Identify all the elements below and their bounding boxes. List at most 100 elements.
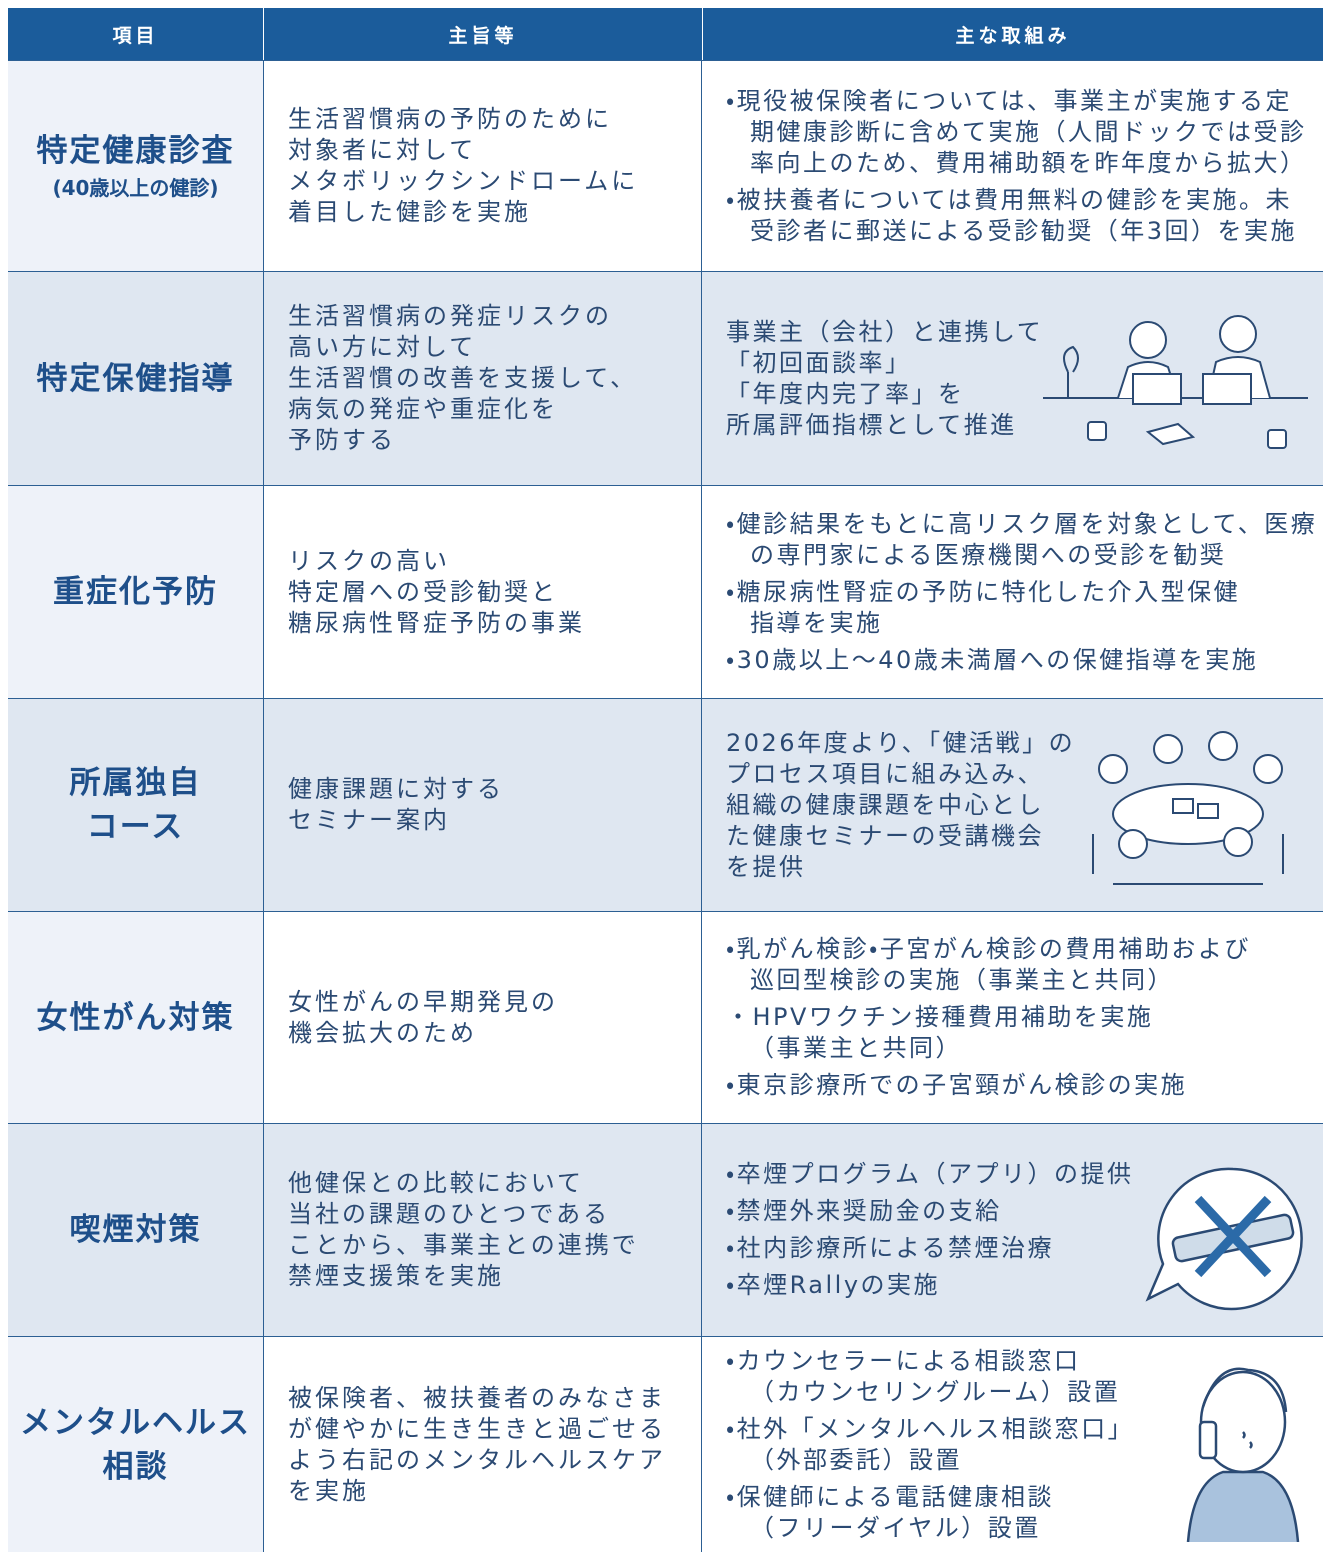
action-line: （カウンセリングルーム）設置: [750, 1377, 1121, 1406]
action-line: 受診者に郵送による受診勧奨（年3回）を実施: [750, 216, 1298, 245]
action-bullet: ・被扶養者については費用無料の健診を実施。未 受診者に郵送による受診勧奨（年3回）…: [726, 185, 1323, 247]
item-text: 女性がん対策: [36, 999, 235, 1036]
table-row: 特定保健指導 生活習慣病の発症リスクの 高い方に対して 生活習慣の改善を支援して、 病気…: [8, 271, 1323, 485]
item-text: メンタルヘルス: [20, 1404, 251, 1441]
item-cell: 重症化予防: [8, 486, 264, 698]
action-line: ・現役被保険者については、事業主が実施する定: [726, 86, 1292, 115]
action-line: ・東京診療所での子宮頸がん検診の実施: [726, 1071, 1188, 1099]
illustration: [1143, 1164, 1323, 1318]
action-bullet: ・卒煙Rallyの実施: [726, 1270, 1323, 1301]
action-line: ・被扶養者については費用無料の健診を実施。未: [726, 185, 1292, 214]
illustration: [1178, 1352, 1308, 1546]
purpose-line: 当社の課題のひとつである: [288, 1200, 611, 1228]
action-line: 2026年度より、「健活戦」の: [726, 728, 1076, 757]
item-text: 特定健康診査: [36, 133, 235, 169]
purpose-line: よう右記のメンタルヘルスケア: [288, 1445, 666, 1474]
item-cell: 特定保健指導: [8, 272, 264, 485]
table-row: 所属独自 コース 健康課題に対する セミナー案内 2026年度より、「健活戦」の プロセス…: [8, 698, 1323, 911]
purpose-line: 禁煙支援策を実施: [288, 1262, 504, 1290]
item-cell: 所属独自 コース: [8, 699, 264, 911]
table-body: 特定健康診査 (40歳以上の健診) 生活習慣病の予防のために 対象者に対して メタボリッ…: [8, 60, 1323, 1552]
item-cell: 特定健康診査 (40歳以上の健診): [8, 61, 264, 271]
action-bullet: ・現役被保険者については、事業主が実施する定 期健康診断に含めて実施（人間ドックで…: [726, 86, 1323, 179]
purpose-line: 着目した健診を実施: [288, 198, 531, 226]
purpose-line: が健やかに生き生きと過ごせる: [288, 1414, 666, 1443]
action-bullet: ・乳がん検診・子宮がん検診の費用補助および巡回型検診の実施（事業主と共同）: [726, 934, 1323, 996]
action-line: 所属評価指標として推進: [726, 410, 1017, 439]
purpose-line: 予防する: [288, 426, 396, 454]
header-cell: 項目: [8, 8, 264, 60]
action-bullet: ・糖尿病性腎症の予防に特化した介入型保健 指導を実施: [726, 577, 1323, 639]
header: 項目 主旨等 主な取組み: [8, 8, 1323, 60]
action-line: ・禁煙外来奨励金の支給: [726, 1197, 1002, 1225]
action-line: （外部委託）設置: [750, 1445, 962, 1474]
illustration: [1073, 724, 1303, 893]
actions-cell: ・乳がん検診・子宮がん検診の費用補助および 巡回型検診の実施（事業主と共同） ・HP…: [702, 912, 1323, 1123]
purpose-cell: 健康課題に対する セミナー案内: [264, 699, 702, 911]
purpose-cell: 生活習慣病の予防のために 対象者に対して メタボリックシンドロームに 着目した健診を実…: [264, 61, 702, 271]
item-cell: 女性がん対策: [8, 912, 264, 1123]
purpose-line: 他健保との比較において: [288, 1169, 585, 1197]
header-cell: 主旨等: [264, 8, 703, 60]
action-line: ・社外「メンタルヘルス相談窓口」: [726, 1414, 1135, 1443]
action-line: の専門家による医療機関への受診を勧奨: [750, 540, 1227, 569]
actions-cell: 事業主（会社）と連携して 「初回面談率」 「年度内完了率」を 所属評価指標として推進: [702, 272, 1323, 485]
actions-cell: ・卒煙プログラム（アプリ）の提供 ・禁煙外来奨励金の支給・社内診療所による禁煙治療…: [702, 1124, 1323, 1336]
table: 項目 主旨等 主な取組み 特定健康診査 (40歳以上の健診) 生活習慣病の予防のため…: [8, 8, 1323, 1552]
action-line: 事業主（会社）と連携して: [726, 317, 1044, 346]
purpose-line: 特定層への受診勧奨と: [288, 577, 558, 606]
action-bullet: ・東京診療所での子宮頸がん検診の実施: [726, 1070, 1323, 1101]
table-row: メンタルヘルス 相談 被保険者、被扶養者のみなさま が健やかに生き生きと過ごせる よう右…: [8, 1336, 1323, 1552]
action-line: 指導を実施: [750, 608, 883, 637]
purpose-cell: 他健保との比較において 当社の課題のひとつである ことから、事業主との連携で 禁煙支援…: [264, 1124, 702, 1336]
action-line: 期健康診断に含めて実施（人間ドックでは受診: [750, 117, 1307, 146]
purpose-line: セミナー案内: [288, 806, 450, 834]
purpose-line: メタボリックシンドロームに: [288, 167, 639, 195]
item-text: 重症化予防: [53, 574, 218, 610]
action-line: ・卒煙プログラム（アプリ）の提供: [726, 1160, 1134, 1188]
purpose-cell: 女性がんの早期発見の 機会拡大のため: [264, 912, 702, 1123]
action-line: 巡回型検診の実施（事業主と共同）: [750, 966, 1174, 994]
purpose-line: 糖尿病性腎症予防の事業: [288, 608, 585, 637]
header-cell: 主な取組み: [955, 24, 1071, 47]
purpose-line: 被保険者、被扶養者のみなさま: [288, 1383, 666, 1412]
item-cell: 喫煙対策: [8, 1124, 264, 1336]
action-line: （事業主と共同）: [750, 1034, 962, 1062]
item-text: 喫煙対策: [69, 1212, 202, 1248]
action-line: ・乳がん検診・子宮がん検診の費用補助および: [726, 935, 1251, 963]
action-bullet: ・カウンセラーによる相談窓口 （カウンセリングルーム）設置: [726, 1346, 1323, 1408]
table-row: 喫煙対策 他健保との比較において 当社の課題のひとつである ことから、事業主との連携で…: [8, 1123, 1323, 1336]
action-line: プロセス項目に組み込み、: [726, 759, 1044, 788]
item-text: 所属独自: [69, 765, 202, 801]
action-line: ・糖尿病性腎症の予防に特化した介入型保健: [726, 577, 1241, 606]
item-text: 相談: [102, 1448, 169, 1485]
actions-cell: 2026年度より、「健活戦」の プロセス項目に組み込み、 組織の健康課題を中心とした…: [702, 699, 1323, 911]
item-text: コース: [86, 809, 185, 845]
illustration: [1038, 312, 1308, 466]
table-row: 重症化予防 リスクの高い 特定層への受診勧奨と 糖尿病性腎症予防の事業 ・健診結果をもと…: [8, 485, 1323, 698]
action-line: 「初回面談率」: [726, 348, 912, 377]
action-bullet: ・HPVワクチン接種費用補助を実施 （事業主と共同）: [726, 1002, 1323, 1064]
action-line: ・社内診療所による禁煙治療: [726, 1234, 1054, 1262]
purpose-line: を実施: [288, 1476, 369, 1505]
action-line: ・カウンセラーによる相談窓口: [726, 1346, 1081, 1375]
purpose-line: 生活習慣の改善を支援して、: [288, 364, 638, 392]
table-row: 特定健康診査 (40歳以上の健診) 生活習慣病の予防のために 対象者に対して メタボリッ…: [8, 60, 1323, 271]
actions-cell: ・健診結果をもとに高リスク層を対象として、医療 の専門家による医療機関への受診を勧…: [702, 486, 1323, 698]
action-bullet: ・30歳以上〜40歳未満層への保健指導を実施: [726, 645, 1323, 676]
purpose-cell: 生活習慣病の発症リスクの 高い方に対して 生活習慣の改善を支援して、 病気の発症や重症…: [264, 272, 702, 485]
action-line: を提供: [726, 852, 806, 881]
action-line: た健康セミナーの受講機会: [726, 821, 1044, 850]
action-bullet: ・健診結果をもとに高リスク層を対象として、医療 の専門家による医療機関への受診を勧…: [726, 509, 1323, 571]
purpose-line: ことから、事業主との連携で: [288, 1231, 639, 1259]
action-line: 「年度内完了率」を: [726, 379, 965, 408]
item-cell: メンタルヘルス 相談: [8, 1337, 264, 1552]
purpose-line: 女性がんの早期発見の: [288, 987, 558, 1016]
purpose-line: 対象者に対して: [288, 136, 477, 164]
purpose-line: リスクの高い: [288, 546, 450, 575]
action-bullet: ・禁煙外来奨励金の支給: [726, 1196, 1323, 1227]
item-text: 特定保健指導: [36, 360, 235, 397]
action-bullet: ・社外「メンタルヘルス相談窓口」 （外部委託）設置: [726, 1414, 1323, 1476]
item-note: (40歳以上の健診): [52, 176, 219, 200]
action-line: ・健診結果をもとに高リスク層を対象として、医療: [726, 509, 1318, 538]
